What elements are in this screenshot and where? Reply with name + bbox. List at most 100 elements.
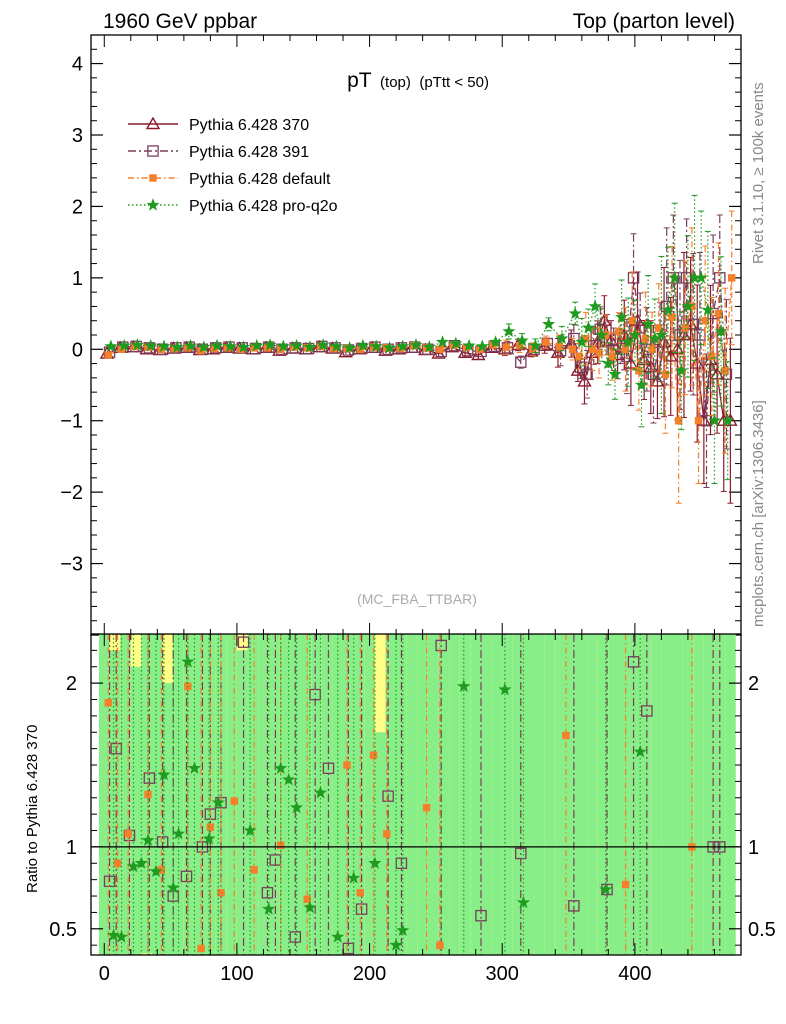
header-observable: Top (parton level) — [573, 10, 735, 33]
ratio-point — [243, 823, 257, 837]
data-point — [581, 321, 596, 334]
data-point — [223, 341, 235, 353]
ratio-point — [422, 803, 431, 812]
data-point — [568, 332, 580, 345]
data-point — [661, 303, 675, 316]
data-point — [574, 361, 587, 373]
data-point — [183, 341, 195, 353]
ratio-point — [562, 731, 570, 740]
data-point — [502, 343, 510, 351]
data-point — [449, 336, 463, 350]
ratio-point — [124, 830, 132, 838]
data-point — [595, 349, 603, 357]
data-point — [303, 340, 317, 353]
uncertainty-band-inner — [534, 634, 545, 955]
data-point — [641, 317, 655, 330]
uncertainty-band-inner — [672, 634, 683, 955]
rivet-version-label: Rivet 3.1.10, ≥ 100k events — [750, 82, 767, 264]
uncertainty-band-inner — [576, 634, 588, 955]
series-pq2o — [104, 194, 735, 485]
data-point — [104, 339, 118, 353]
x-tick-label: 300 — [486, 963, 519, 985]
uncertainty-band-inner — [640, 634, 651, 955]
data-point — [641, 334, 650, 343]
uncertainty-band-inner — [152, 634, 163, 955]
data-point — [688, 302, 696, 311]
ratio-panel: 0.5 0.5 1 1 2 2 0 100 200 300 400 Ratio to Pythia… — [24, 633, 776, 985]
ratio-point — [181, 654, 195, 668]
data-point — [422, 340, 436, 353]
ratio-point — [369, 751, 378, 759]
data-point — [263, 338, 277, 351]
data-point — [542, 317, 556, 330]
ratio-point — [289, 931, 302, 943]
data-point — [515, 341, 524, 350]
legend-marker — [146, 198, 160, 211]
data-point — [635, 366, 643, 375]
uncertainty-band-inner — [183, 634, 195, 955]
ratio-point — [230, 797, 238, 805]
x-tick-label: 100 — [220, 963, 253, 985]
uncertainty-band-inner — [226, 634, 237, 955]
y-tick-label: 2 — [72, 196, 83, 218]
data-point — [707, 413, 722, 427]
plot-title: pT (top) (pTtt < 50) — [347, 69, 489, 92]
uncertainty-band-inner — [258, 634, 269, 955]
ratio-point — [599, 882, 613, 895]
uncertainty-band-inner — [194, 634, 206, 955]
data-point — [104, 351, 112, 359]
legend-label: Pythia 6.428 default — [189, 171, 331, 188]
y-tick-label: 4 — [72, 54, 83, 76]
uncertainty-band-inner — [682, 634, 694, 955]
ratio-point — [303, 895, 311, 904]
plot-title-subscript: (top) — [380, 74, 411, 91]
data-point — [615, 327, 623, 336]
uncertainty-band-inner — [247, 634, 259, 955]
data-point — [528, 338, 542, 352]
main-series-layer — [99, 194, 738, 504]
data-point — [329, 339, 343, 353]
data-point — [628, 328, 642, 341]
ratio-x-axis: 0 100 200 300 400 — [99, 634, 715, 985]
data-point — [276, 339, 290, 353]
data-point — [502, 324, 516, 338]
ratio-point — [282, 772, 296, 786]
ratio-point — [171, 826, 186, 840]
data-point — [694, 416, 703, 425]
uncertainty-band-inner — [321, 634, 333, 955]
uncertainty-band-inner — [364, 634, 375, 955]
data-point — [382, 341, 397, 354]
uncertainty-band-inner — [725, 634, 736, 955]
data-point — [648, 345, 656, 354]
ratio-point — [342, 942, 355, 955]
data-point — [674, 416, 683, 425]
ratio-point — [368, 856, 382, 869]
ratio-point — [355, 903, 368, 915]
data-point — [681, 299, 695, 313]
data-point — [475, 339, 489, 353]
data-point — [674, 363, 688, 377]
ratio-point — [627, 656, 640, 668]
uncertainty-band-inner — [438, 634, 450, 955]
series-line — [107, 277, 733, 421]
data-point — [595, 328, 609, 341]
ratio-point — [290, 800, 304, 814]
uncertainty-band-inner — [523, 634, 535, 955]
data-point — [727, 274, 736, 282]
data-point — [515, 333, 529, 347]
ratio-point — [141, 833, 155, 846]
uncertainty-band-inner — [650, 634, 662, 955]
ratio-point — [157, 767, 171, 781]
data-point — [302, 342, 315, 355]
data-point — [643, 359, 659, 373]
uncertainty-band-inner — [268, 634, 280, 955]
data-point — [647, 368, 660, 381]
uncertainty-band-inner — [565, 634, 577, 955]
data-point — [170, 340, 184, 353]
ratio-point — [498, 682, 512, 696]
series-pdefault — [104, 210, 736, 504]
data-point — [701, 303, 715, 316]
data-point — [568, 306, 582, 320]
data-point — [515, 356, 527, 368]
